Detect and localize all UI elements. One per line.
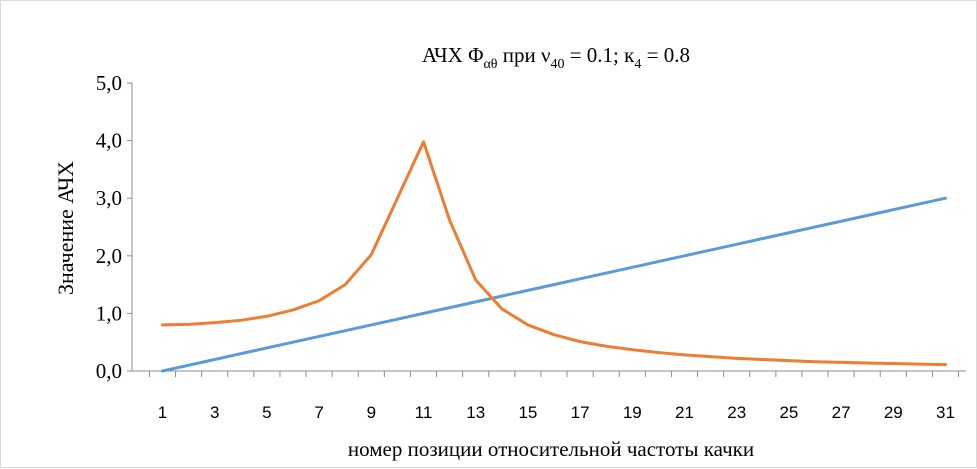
x-tick-label: 5 [262,403,271,422]
y-tick-label: 2,0 [96,244,122,268]
title-prefix: АЧХ Φ [422,43,483,67]
x-tick-label: 23 [727,403,746,422]
x-tick-label: 17 [571,403,590,422]
x-tick-label: 21 [675,403,694,422]
series-line-1 [161,196,947,373]
y-tick-label: 3,0 [96,186,122,210]
title-rest2: = 0.8 [641,43,690,67]
axes [127,82,966,377]
title-rest1: = 0.1; к [564,43,635,67]
x-tick-label: 1 [158,403,167,422]
x-tick-label: 7 [314,403,323,422]
x-axis-title: номер позиции относительной частоты качк… [348,437,754,461]
x-tick-label: 11 [415,403,433,422]
y-tick-label: 0,0 [96,359,122,383]
series-layer [161,140,947,373]
chart-title: АЧХ Φαθ при ν40 = 0.1; к4 = 0.8 [422,43,690,72]
title-middle: при ν [497,43,550,67]
y-tick-label: 4,0 [96,129,122,153]
y-tick-labels: 0,0 1,0 2,0 3,0 4,0 5,0 [96,71,122,383]
x-tick-label: 9 [367,403,376,422]
title-middle-subscript: 40 [550,57,564,72]
x-tick-label: 27 [832,403,851,422]
x-tick-label: 19 [623,403,642,422]
y-tick-label: 1,0 [96,301,122,325]
series-line-2 [161,140,947,367]
title-prefix-subscript: αθ [483,57,497,72]
y-tick-label: 5,0 [96,71,122,95]
x-tick-label: 15 [518,403,537,422]
x-tick-label: 25 [779,403,798,422]
title-rest1-subscript: 4 [634,57,641,72]
y-axis-title: Значение АЧХ [53,161,78,295]
x-tick-label: 13 [466,403,485,422]
x-tick-label: 29 [884,403,903,422]
x-tick-label: 3 [210,403,219,422]
x-tick-label: 31 [936,403,955,422]
x-tick-labels: 1 3 5 7 9 11 13 15 17 19 21 23 25 27 29 31 [158,403,955,422]
